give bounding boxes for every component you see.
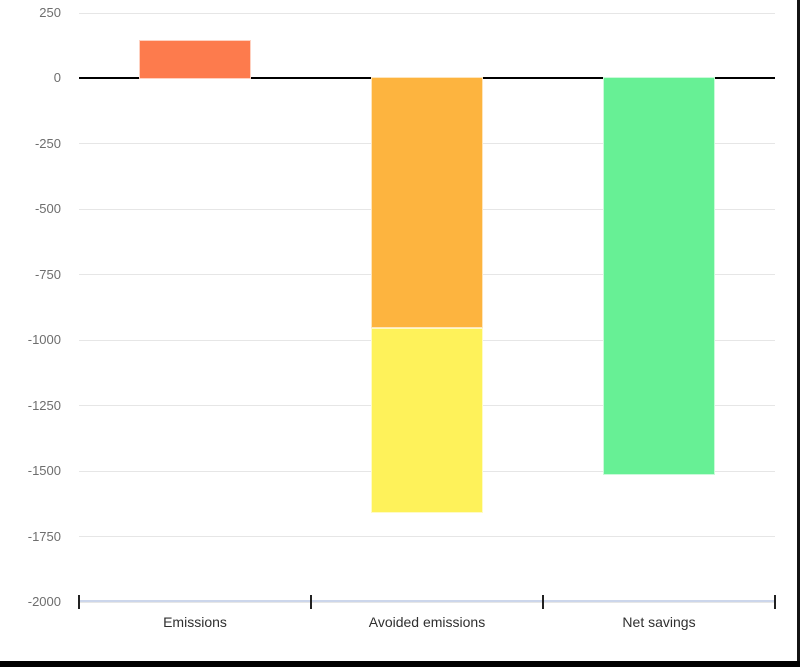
bar-segment[interactable] [371,77,483,329]
bar-segment[interactable] [139,40,251,80]
window-right-border [797,0,800,667]
bar-segment[interactable] [603,77,715,476]
y-axis-label: -500 [34,201,61,217]
y-axis-label: -1000 [27,332,61,348]
x-axis-label: Emissions [163,614,227,630]
x-axis-label: Net savings [622,614,696,630]
y-axis-label: -1500 [27,463,61,479]
x-axis-label: Avoided emissions [368,614,486,630]
y-axis-label: -250 [34,135,61,151]
y-axis-label: -1250 [27,397,61,413]
x-axis-tick [78,595,80,609]
gridline [79,12,775,14]
bar-segment[interactable] [371,328,483,513]
y-axis-label: 0 [53,70,61,86]
x-axis-line [79,600,775,602]
y-axis-label: -1750 [27,528,61,544]
gridline [79,601,775,603]
y-axis-label: -2000 [27,594,61,609]
gridline [79,536,775,538]
x-axis-tick [310,595,312,609]
window-bottom-bar [0,661,800,667]
y-axis-label: -750 [34,266,61,282]
x-axis-tick [542,595,544,609]
x-axis-tick [774,595,776,609]
y-axis-label: 250 [39,5,61,20]
